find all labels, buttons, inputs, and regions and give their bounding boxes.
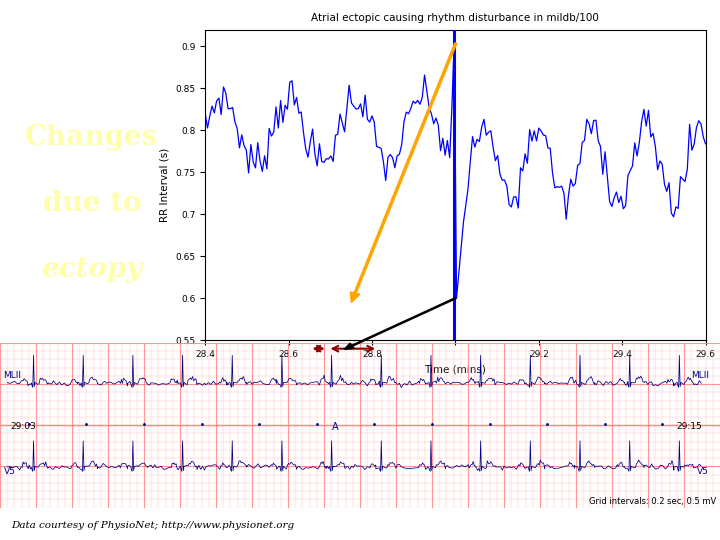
Text: Grid intervals: 0.2 sec, 0.5 mV: Grid intervals: 0.2 sec, 0.5 mV bbox=[589, 497, 716, 506]
Text: 29:03: 29:03 bbox=[11, 422, 37, 431]
Title: Atrial ectopic causing rhythm disturbance in mildb/100: Atrial ectopic causing rhythm disturbanc… bbox=[312, 14, 599, 23]
Text: V5: V5 bbox=[698, 467, 709, 476]
Text: V5: V5 bbox=[4, 467, 15, 476]
X-axis label: Time (mins): Time (mins) bbox=[425, 364, 486, 374]
Text: ectopy: ectopy bbox=[41, 255, 143, 282]
Text: MLII: MLII bbox=[691, 372, 709, 380]
Text: Data courtesy of PhysioNet; http://www.physionet.org: Data courtesy of PhysioNet; http://www.p… bbox=[11, 521, 294, 530]
Text: Changes: Changes bbox=[25, 124, 158, 151]
Text: due to: due to bbox=[42, 190, 141, 217]
Y-axis label: RR Interval (s): RR Interval (s) bbox=[160, 148, 170, 222]
Text: MLII: MLII bbox=[4, 372, 22, 380]
Text: A: A bbox=[331, 422, 338, 432]
Text: 29:15: 29:15 bbox=[676, 422, 702, 431]
